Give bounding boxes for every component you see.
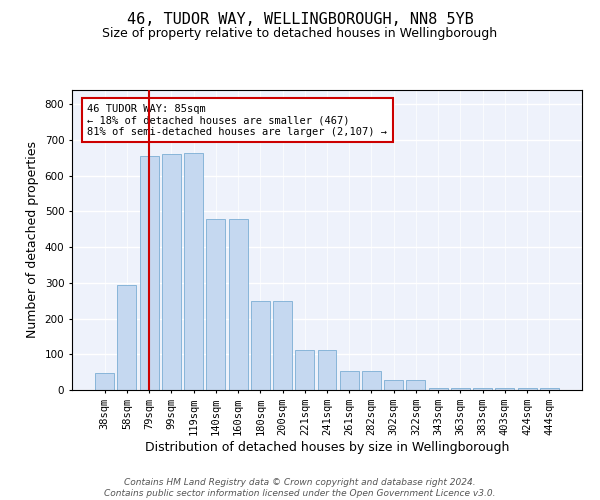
Bar: [451, 388, 470, 390]
Bar: [540, 388, 559, 390]
Bar: [206, 218, 225, 390]
Bar: [295, 350, 314, 390]
Bar: [518, 388, 536, 390]
Bar: [362, 372, 381, 390]
Text: 46, TUDOR WAY, WELLINGBOROUGH, NN8 5YB: 46, TUDOR WAY, WELLINGBOROUGH, NN8 5YB: [127, 12, 473, 28]
Bar: [162, 154, 181, 390]
Bar: [95, 373, 114, 390]
X-axis label: Distribution of detached houses by size in Wellingborough: Distribution of detached houses by size …: [145, 440, 509, 454]
Bar: [384, 380, 403, 390]
Bar: [229, 218, 248, 390]
Bar: [406, 380, 425, 390]
Bar: [273, 300, 292, 390]
Text: Contains HM Land Registry data © Crown copyright and database right 2024.
Contai: Contains HM Land Registry data © Crown c…: [104, 478, 496, 498]
Text: Size of property relative to detached houses in Wellingborough: Size of property relative to detached ho…: [103, 28, 497, 40]
Bar: [140, 156, 158, 390]
Bar: [473, 388, 492, 390]
Bar: [118, 284, 136, 390]
Text: 46 TUDOR WAY: 85sqm
← 18% of detached houses are smaller (467)
81% of semi-detac: 46 TUDOR WAY: 85sqm ← 18% of detached ho…: [88, 104, 388, 136]
Bar: [340, 372, 359, 390]
Bar: [429, 388, 448, 390]
Bar: [496, 388, 514, 390]
Bar: [317, 350, 337, 390]
Bar: [184, 152, 203, 390]
Bar: [251, 300, 270, 390]
Y-axis label: Number of detached properties: Number of detached properties: [26, 142, 39, 338]
